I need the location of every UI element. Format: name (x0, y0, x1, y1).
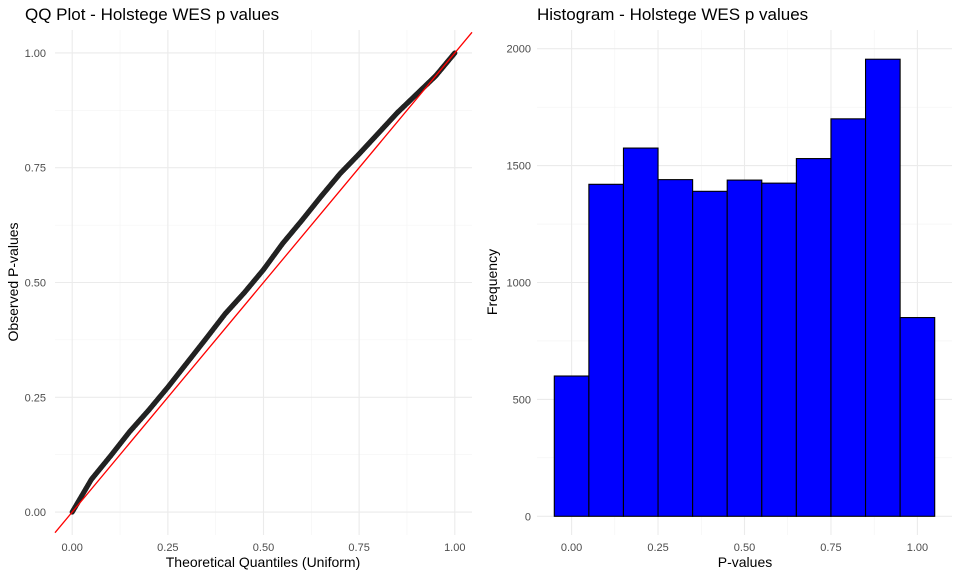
histogram-bar (864, 58, 901, 517)
histogram-y-axis-label: Frequency (484, 249, 500, 315)
qq-x-tick-label: 0.00 (62, 542, 83, 554)
histogram-y-tick-label: 1000 (507, 278, 531, 290)
histogram-x-tick-label: 0.00 (561, 542, 582, 554)
histogram-y-tick-labels: 0 500 1000 1500 2000 (507, 44, 531, 524)
histogram-x-axis-label: P-values (718, 554, 772, 570)
qq-y-tick-label: 0.25 (25, 392, 46, 404)
qq-reference-line (54, 31, 473, 534)
qq-x-tick-label: 0.50 (253, 542, 274, 554)
histogram-bars (553, 58, 936, 517)
histogram-bar (588, 183, 625, 517)
histogram-x-tick-label: 1.00 (907, 542, 928, 554)
qq-y-tick-label: 0.75 (25, 163, 46, 175)
histogram-x-tick-label: 0.25 (647, 542, 668, 554)
qq-y-axis-label: Observed P-values (5, 222, 21, 341)
histogram-y-tick-label: 2000 (507, 44, 531, 56)
qq-y-tick-label: 0.00 (25, 507, 46, 519)
histogram-bar (761, 182, 797, 517)
qq-reference-line-path (54, 31, 473, 534)
histogram-y-tick-label: 1500 (507, 161, 531, 173)
histogram-bar (830, 118, 867, 517)
histogram-bar (795, 158, 832, 517)
histogram-bar (657, 179, 694, 517)
qq-x-tick-labels: 0.00 0.25 0.50 0.75 1.00 (62, 542, 466, 554)
histogram-bar (553, 375, 590, 517)
histogram-y-tick-label: 0 (525, 511, 531, 523)
qq-x-tick-label: 0.25 (157, 542, 178, 554)
histogram-x-tick-label: 0.75 (820, 542, 841, 554)
qq-x-axis-label: Theoretical Quantiles (Uniform) (166, 554, 361, 570)
histogram-bar (692, 190, 728, 517)
qq-plot-title: QQ Plot - Holstege WES p values (25, 5, 279, 24)
qq-y-tick-label: 1.00 (25, 48, 46, 60)
qq-y-tick-labels: 0.00 0.25 0.50 0.75 1.00 (25, 48, 46, 519)
qq-y-tick-label: 0.50 (25, 278, 46, 290)
histogram-bar (726, 179, 763, 517)
histogram-panel: Histogram - Holstege WES p values 0.00 0.… (484, 5, 952, 570)
histogram-y-tick-label: 500 (513, 394, 531, 406)
qq-plot-panel: QQ Plot - Holstege WES p values 0.00 0.25… (5, 5, 473, 570)
histogram-x-tick-label: 0.50 (734, 542, 755, 554)
histogram-title: Histogram - Holstege WES p values (537, 5, 808, 24)
histogram-x-tick-labels: 0.00 0.25 0.50 0.75 1.00 (561, 542, 928, 554)
histogram-bar (622, 147, 659, 517)
qq-x-tick-label: 1.00 (444, 542, 465, 554)
qq-x-tick-label: 0.75 (348, 542, 369, 554)
histogram-bar (899, 317, 936, 517)
